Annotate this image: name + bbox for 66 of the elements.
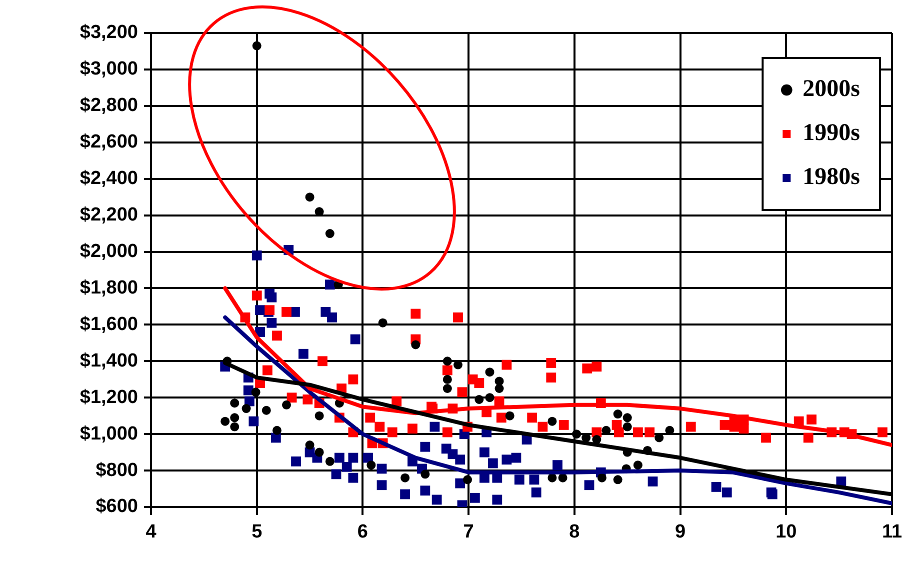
point [242, 404, 251, 414]
point [633, 460, 642, 470]
point [442, 356, 452, 366]
x-tick-label: 5 [252, 522, 263, 543]
y-tick-label: $1,000 [80, 423, 138, 444]
point [314, 411, 324, 420]
point [220, 416, 230, 426]
point [282, 400, 291, 410]
x-tick-label: 11 [882, 522, 902, 543]
y-tick-label: $1,400 [80, 350, 138, 372]
point [314, 448, 324, 457]
point [305, 192, 314, 202]
y-tick-label: $1,800 [80, 277, 138, 298]
y-tick-label: $600 [96, 496, 138, 518]
legend-label: 2000s [802, 76, 860, 102]
x-tick-label: 10 [776, 522, 797, 543]
point [572, 430, 582, 439]
point [325, 456, 334, 466]
y-tick-label: $2,800 [80, 95, 138, 116]
point [411, 340, 420, 350]
point [505, 411, 514, 420]
point [613, 475, 622, 484]
point [262, 406, 271, 415]
y-tick-label: $1,600 [80, 314, 138, 335]
point [230, 398, 240, 408]
y-tick-label: $2,000 [80, 241, 138, 262]
point [252, 41, 262, 50]
y-tick-label: $800 [96, 460, 138, 481]
x-tick-label: 6 [357, 522, 368, 543]
point [230, 422, 240, 432]
point [442, 384, 452, 393]
point [597, 473, 606, 482]
x-tick-label: 8 [569, 522, 580, 543]
point [420, 470, 430, 479]
point [400, 473, 410, 482]
point [558, 473, 568, 482]
point [272, 426, 282, 435]
point [613, 410, 622, 419]
point [251, 388, 260, 397]
point [463, 475, 472, 484]
y-tick-label: $3,200 [80, 22, 138, 44]
point [485, 393, 494, 402]
y-tick-label: $2,600 [80, 132, 138, 153]
point [494, 384, 504, 393]
point [548, 473, 557, 482]
x-tick-label: 7 [463, 522, 474, 543]
x-tick-label: 9 [674, 522, 686, 543]
point [230, 413, 240, 422]
point [305, 440, 314, 450]
legend-label: 1990s [802, 120, 860, 146]
point [378, 318, 388, 328]
legend-label: 1980s [802, 164, 860, 190]
point [366, 460, 376, 470]
x-tick-label: 4 [146, 522, 157, 543]
y-tick-label: $1,200 [80, 386, 138, 408]
point [592, 435, 602, 444]
point [485, 368, 494, 377]
point [325, 229, 334, 238]
point [442, 374, 452, 384]
y-tick-label: $2,400 [80, 168, 138, 190]
y-tick-label: $2,200 [80, 204, 138, 226]
y-tick-label: $3,000 [80, 58, 138, 80]
point [548, 416, 557, 426]
point [622, 413, 632, 422]
point [474, 394, 484, 404]
point [622, 422, 632, 432]
